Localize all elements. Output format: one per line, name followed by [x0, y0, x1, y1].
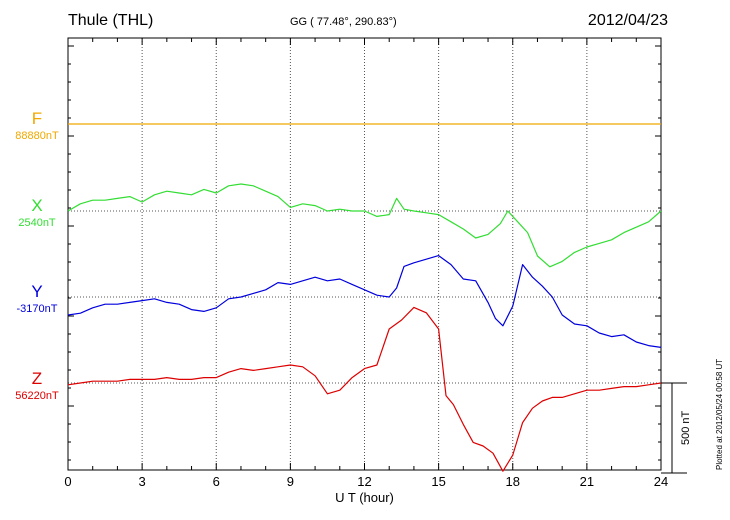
- station-title: Thule (THL): [68, 12, 154, 29]
- x-tick-label-0: 0: [64, 474, 71, 489]
- x-tick-label-21: 21: [580, 474, 594, 489]
- component-label-y: Y -3170nT: [6, 283, 68, 315]
- component-name-z: Z: [31, 369, 43, 388]
- x-tick-label-3: 3: [139, 474, 146, 489]
- scale-bar-label: 500 nT: [680, 410, 692, 445]
- x-tick-label-15: 15: [431, 474, 445, 489]
- record-date: 2012/04/23: [587, 12, 668, 29]
- series-line-y: [67, 255, 662, 348]
- component-label-x: X 2540nT: [6, 197, 68, 229]
- component-name-y: Y: [31, 282, 43, 301]
- plotted-timestamp: Plotted at 2012/05/24 00:58 UT: [715, 358, 724, 470]
- station-coordinates: GG ( 77.48°, 290.83°): [290, 16, 397, 28]
- component-name-f: F: [31, 109, 43, 128]
- x-tick-label-9: 9: [287, 474, 294, 489]
- component-baseline-f: 88880nT: [15, 130, 59, 142]
- x-tick-label-18: 18: [506, 474, 520, 489]
- component-label-z: Z 56220nT: [6, 370, 68, 402]
- component-name-x: X: [31, 196, 43, 215]
- series-line-x: [67, 183, 662, 268]
- x-tick-label-12: 12: [357, 474, 371, 489]
- x-axis-label: U T (hour): [335, 490, 394, 505]
- x-tick-label-6: 6: [213, 474, 220, 489]
- series-line-z: [67, 306, 662, 472]
- x-tick-label-24: 24: [654, 474, 668, 489]
- component-baseline-z: 56220nT: [15, 390, 59, 402]
- component-baseline-x: 2540nT: [18, 217, 56, 229]
- component-baseline-y: -3170nT: [16, 303, 58, 315]
- component-label-f: F 88880nT: [6, 110, 68, 142]
